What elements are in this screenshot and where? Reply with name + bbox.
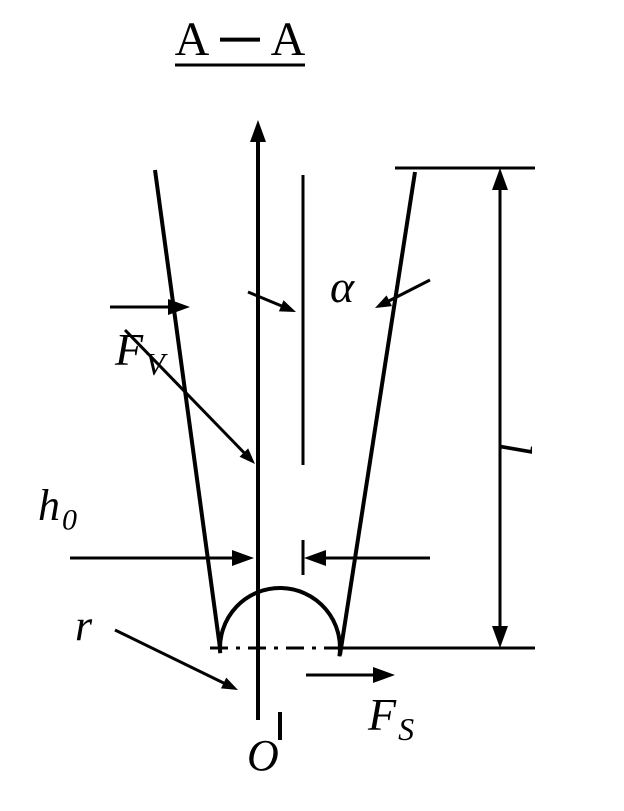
section-diagram: A Al α h0 FV FS r O [0,0,624,811]
svg-text:l: l [491,444,542,457]
svg-text:r: r [75,601,93,650]
svg-text:h0: h0 [38,481,77,537]
drawing-layer: A Al α h0 FV FS r O [38,13,542,780]
svg-text:FS: FS [367,689,414,747]
svg-text:A: A [175,13,210,66]
svg-text:O: O [247,731,279,780]
svg-text:A: A [271,13,306,66]
svg-text:α: α [330,261,355,312]
svg-text:FV: FV [114,324,168,382]
